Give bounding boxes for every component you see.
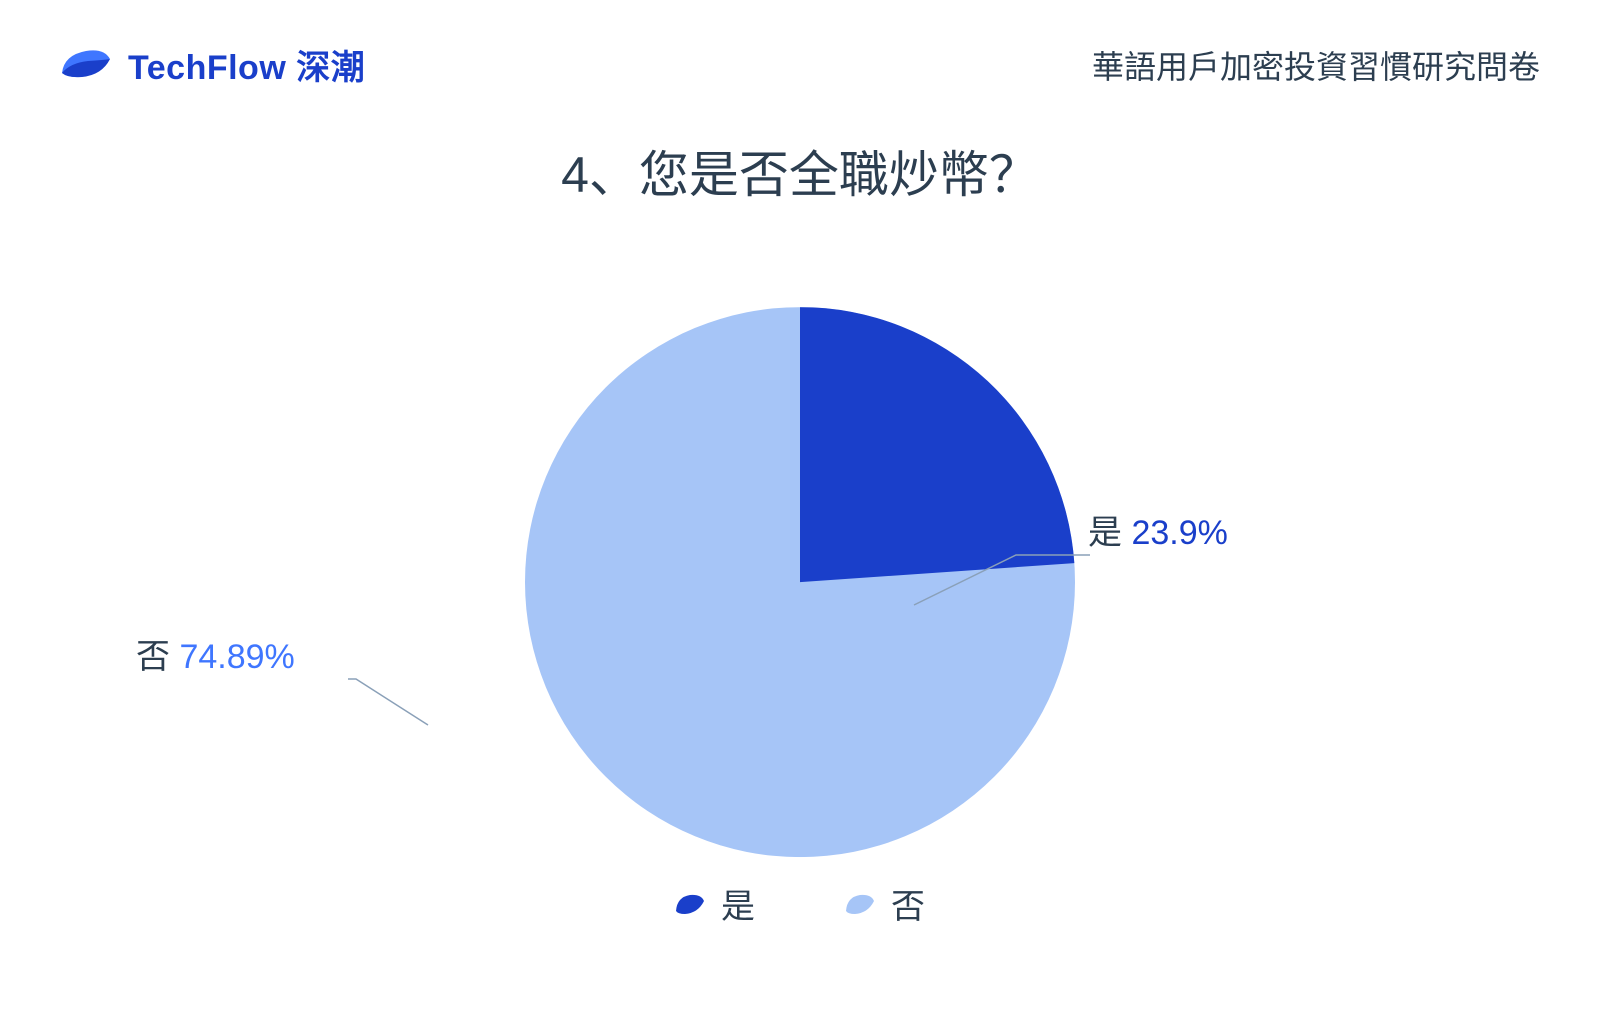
survey-title: 華語用戶加密投資習慣研究問卷	[1092, 42, 1540, 88]
question-title: 4、您是否全職炒幣？	[0, 135, 1600, 207]
callout-no-label: 否	[136, 638, 170, 676]
brand-name: TechFlow 深潮	[128, 40, 365, 89]
callout-yes-value: 23.9%	[1131, 514, 1227, 552]
brand-logo: TechFlow 深潮	[60, 40, 365, 89]
legend-swatch-icon	[675, 893, 705, 915]
legend-label-yes: 是	[721, 879, 755, 928]
legend-item-no: 否	[845, 879, 925, 928]
callout-yes-label: 是	[1088, 514, 1122, 552]
callout-no: 否 74.89%	[136, 629, 295, 678]
callout-yes: 是 23.9%	[1088, 505, 1228, 554]
header-bar: TechFlow 深潮 華語用戶加密投資習慣研究問卷	[60, 40, 1540, 89]
legend: 是 否	[0, 879, 1600, 928]
callout-no-value: 74.89%	[179, 638, 294, 676]
leaf-icon	[60, 45, 114, 85]
legend-item-yes: 是	[675, 879, 755, 928]
legend-label-no: 否	[891, 879, 925, 928]
legend-swatch-icon	[845, 893, 875, 915]
